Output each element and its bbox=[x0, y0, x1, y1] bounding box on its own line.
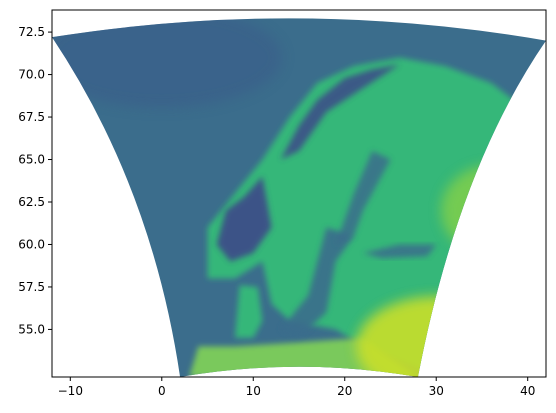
data-field bbox=[52, 18, 546, 377]
mountains-north bbox=[280, 64, 400, 160]
x-tick-label: 40 bbox=[520, 384, 535, 398]
y-axis: 55.0 57.5 60.0 62.5 65.0 67.5 70.0 72.5 bbox=[18, 25, 52, 336]
mountains-south-norway bbox=[216, 176, 272, 262]
north-sea-shade bbox=[52, 18, 282, 108]
y-tick-label: 55.0 bbox=[18, 322, 45, 336]
x-tick-label: 20 bbox=[337, 384, 352, 398]
x-axis: −10 0 10 20 30 40 bbox=[58, 377, 535, 398]
y-tick-label: 70.0 bbox=[18, 68, 45, 82]
y-tick-label: 57.5 bbox=[18, 280, 45, 294]
y-tick-label: 60.0 bbox=[18, 237, 45, 251]
southeast-bright bbox=[356, 296, 517, 377]
x-tick-label: −10 bbox=[58, 384, 83, 398]
land-denmark bbox=[234, 285, 263, 338]
baltic-sea bbox=[280, 227, 354, 338]
east-bright bbox=[441, 165, 542, 256]
gulf-finland bbox=[363, 244, 437, 259]
gulf-bothnia bbox=[335, 151, 391, 245]
y-tick-label: 65.0 bbox=[18, 153, 45, 167]
y-tick-label: 67.5 bbox=[18, 110, 45, 124]
x-tick-label: 10 bbox=[246, 384, 261, 398]
y-tick-label: 62.5 bbox=[18, 195, 45, 209]
y-tick-label: 72.5 bbox=[18, 25, 45, 39]
x-tick-label: 0 bbox=[158, 384, 166, 398]
axes-frame bbox=[51, 9, 547, 378]
x-tick-label: 30 bbox=[429, 384, 444, 398]
